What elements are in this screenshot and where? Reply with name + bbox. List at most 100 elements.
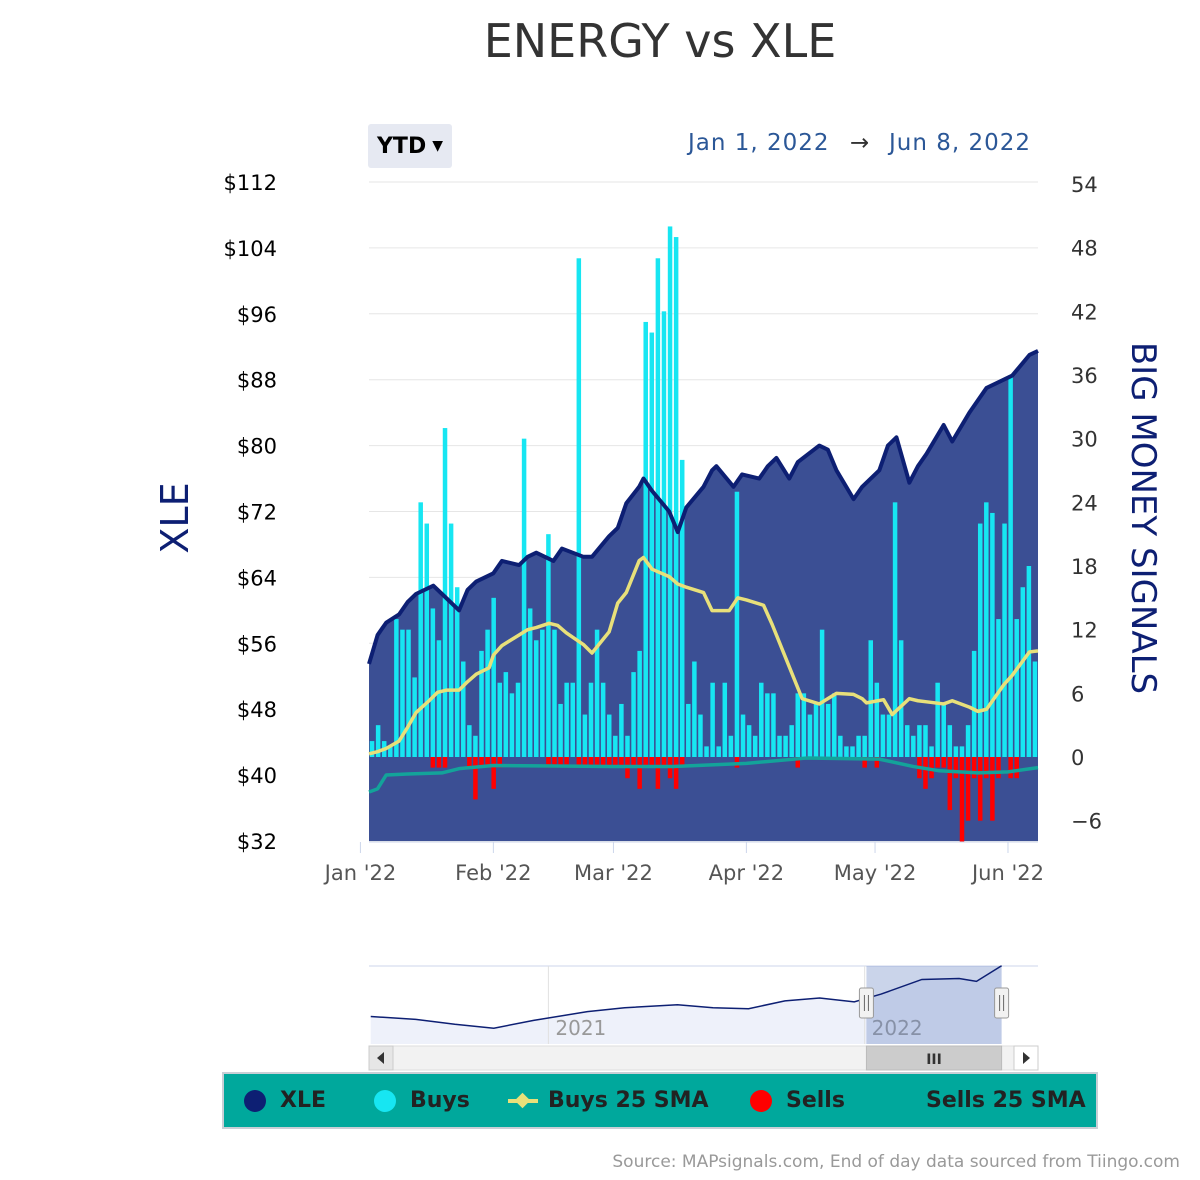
y-left-tick-label: $48 xyxy=(237,698,277,722)
buys-bar xyxy=(752,735,758,757)
sells-bar xyxy=(795,757,801,768)
legend-item-buys[interactable]: Buys xyxy=(374,1074,470,1127)
sells-sma-line xyxy=(368,756,1039,794)
buys-bar xyxy=(686,703,691,757)
sells-bar xyxy=(588,757,594,768)
y-left-tick-label: $80 xyxy=(237,435,277,459)
navigator-line xyxy=(370,965,1002,1029)
buys-bar xyxy=(874,682,880,757)
x-tick-label: Apr '22 xyxy=(709,861,785,885)
sells-bar xyxy=(953,757,959,779)
y-right-tick-label: 30 xyxy=(1071,428,1098,452)
buys-bar xyxy=(904,725,910,757)
legend-item-buys-sma[interactable]: Buys 25 SMA xyxy=(508,1074,709,1127)
sells-bar xyxy=(594,757,600,768)
sells-bar xyxy=(935,757,940,768)
sells-bar xyxy=(436,757,442,768)
buys-bar xyxy=(996,619,1001,757)
buys-bar xyxy=(448,523,454,757)
date-from-input[interactable]: Jan 1, 2022 xyxy=(688,130,830,156)
buys-bar xyxy=(947,725,953,757)
axes: $112 $104 $96 $88 $80 $72 $64 $56 $48 $40 $32 54 48 4… xyxy=(153,171,1163,885)
buys-bar xyxy=(418,502,423,757)
sells-bar xyxy=(430,757,436,768)
buys-bar xyxy=(789,725,794,757)
buys-bar xyxy=(454,587,460,757)
buys-bar xyxy=(856,735,861,757)
buys-bar xyxy=(819,629,825,757)
buys-bar xyxy=(631,672,636,757)
buys-bar xyxy=(667,226,673,757)
range-dropdown[interactable]: YTD ▼ xyxy=(368,124,452,168)
buys-dot-icon xyxy=(374,1089,396,1112)
buys-bar xyxy=(801,693,807,757)
arrow-right-icon: → xyxy=(850,130,870,156)
sells-bar xyxy=(977,757,983,821)
sells-bar xyxy=(661,757,667,768)
buys-bar xyxy=(394,619,399,757)
buys-bar xyxy=(388,746,393,757)
buys-bars xyxy=(369,226,1038,758)
sells-bar xyxy=(673,757,679,789)
y-right-tick-label: 42 xyxy=(1071,300,1098,324)
x-tick-label: Mar '22 xyxy=(574,861,653,885)
scrollbar-thumb[interactable] xyxy=(865,1045,1003,1071)
navigator-year-label: 2022 xyxy=(872,1016,923,1040)
buys-bar xyxy=(813,703,819,757)
sells-bar xyxy=(941,757,946,768)
buys-bar xyxy=(521,438,527,757)
sells-bar xyxy=(473,757,478,800)
buys-bar xyxy=(491,597,496,757)
sells-bar xyxy=(606,757,612,768)
sells-bar xyxy=(965,757,971,821)
y-left-tick-label: $104 xyxy=(224,237,277,261)
buys-bar xyxy=(509,693,515,757)
buys-bar xyxy=(436,640,442,757)
buys-bar xyxy=(923,725,928,757)
sells-bar xyxy=(467,757,472,768)
buys-bar xyxy=(850,746,855,757)
buys-bar xyxy=(613,735,618,757)
y-left-tick-label: $112 xyxy=(224,171,277,195)
buys-bar xyxy=(825,703,831,757)
date-to-input[interactable]: Jun 8, 2022 xyxy=(889,130,1032,156)
buys-bar xyxy=(728,735,734,757)
sells-bar xyxy=(959,757,965,842)
sells-bar xyxy=(558,757,563,768)
legend-item-sells[interactable]: Sells xyxy=(750,1074,845,1127)
buys-bar xyxy=(570,682,575,757)
buys-bar xyxy=(1002,523,1007,757)
sells-bar xyxy=(990,757,995,821)
buys-bar xyxy=(710,682,715,757)
buys-bar xyxy=(649,332,655,757)
sells-bar xyxy=(655,757,661,789)
navigator-handle[interactable] xyxy=(994,987,1010,1019)
chevron-down-icon: ▼ xyxy=(432,138,443,154)
sells-bar xyxy=(485,757,490,768)
sells-dot-icon xyxy=(750,1089,772,1112)
legend-item-sells-sma[interactable]: Sells 25 SMA xyxy=(926,1074,1086,1127)
arrow-left-icon xyxy=(377,1052,384,1064)
buys-bar xyxy=(838,735,843,757)
buys-bar xyxy=(941,703,946,757)
buys-sma-line xyxy=(368,555,1039,756)
range-dropdown-label: YTD xyxy=(377,133,427,159)
navigator-handle[interactable] xyxy=(858,987,874,1019)
legend-item-xle[interactable]: XLE xyxy=(244,1074,326,1127)
buys-bar xyxy=(862,735,867,757)
sells-bar xyxy=(497,757,503,768)
x-tick-label: Jan '22 xyxy=(323,861,397,885)
legend-label: Sells 25 SMA xyxy=(926,1088,1086,1113)
buys-bar xyxy=(552,629,557,757)
sells-bar xyxy=(947,757,953,811)
y-right-tick-label: 12 xyxy=(1071,619,1098,643)
buys-bar xyxy=(917,725,922,757)
buys-bar xyxy=(777,735,782,757)
buys-bar xyxy=(704,746,709,757)
legend-label: Buys xyxy=(410,1088,470,1113)
navigator[interactable]: 2021 2022III xyxy=(368,965,1039,1071)
buys-bar xyxy=(679,459,685,757)
buys-bar xyxy=(977,523,983,757)
chart-title: ENERGY vs XLE xyxy=(483,14,837,68)
